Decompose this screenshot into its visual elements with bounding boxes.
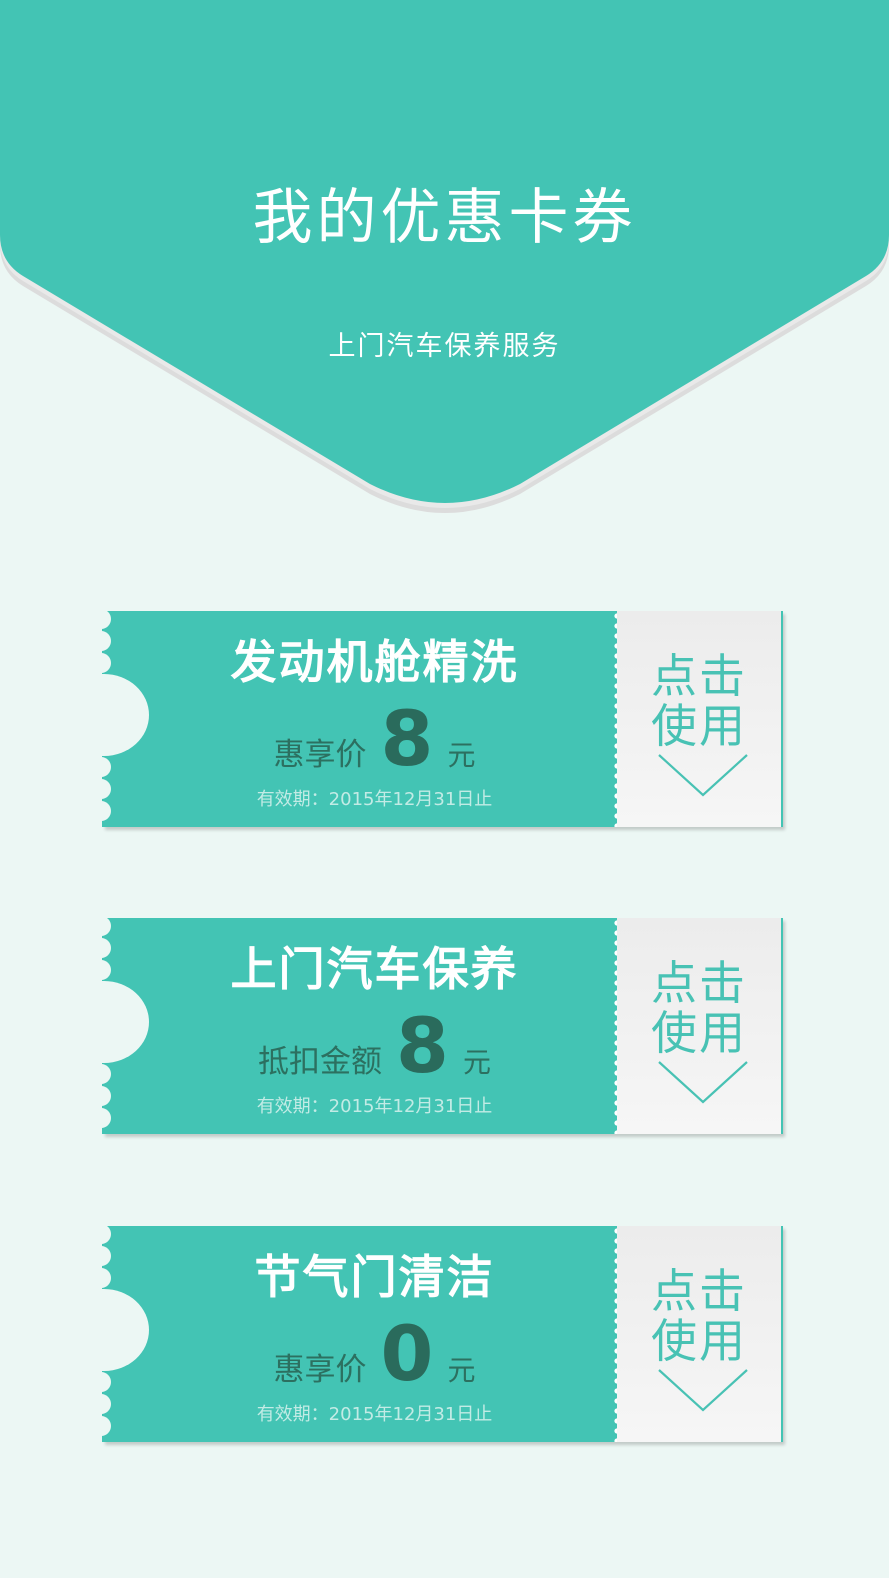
- ticket-notch: [102, 779, 111, 799]
- ticket-notch: [102, 1394, 111, 1414]
- ticket-notch: [102, 960, 111, 980]
- price-label: 惠享价: [273, 1352, 367, 1388]
- use-button-label: 点击使用: [651, 649, 747, 753]
- chevron-down-icon: [658, 1369, 748, 1412]
- use-coupon-button[interactable]: 点击使用: [617, 611, 783, 827]
- coupon-card: 上门汽车保养 抵扣金额 8 元 有效期：2015年12月31日止 点击使用: [102, 918, 783, 1134]
- ticket-notch: [102, 1268, 111, 1288]
- price-value: 8: [380, 694, 434, 783]
- use-button-label: 点击使用: [651, 1264, 747, 1368]
- ticket-notch: [102, 1108, 111, 1128]
- expiry-text: 有效期：2015年12月31日止: [256, 1404, 493, 1425]
- ticket-notch: [102, 757, 111, 777]
- coupon-ticket: 发动机舱精洗 惠享价 8 元 有效期：2015年12月31日止: [102, 611, 617, 827]
- price-value: 8: [396, 1001, 449, 1090]
- use-coupon-button[interactable]: 点击使用: [617, 1226, 783, 1442]
- header-banner: 我的优惠卡券 上门汽车保养服务: [0, 0, 889, 520]
- ticket-notch: [102, 611, 111, 629]
- price-unit: 元: [447, 739, 476, 772]
- perforation: [610, 1226, 617, 1442]
- coupon-ticket: 节气门清洁 惠享价 0 元 有效期：2015年12月31日止: [102, 1226, 617, 1442]
- use-button-label: 点击使用: [651, 956, 747, 1060]
- ticket-notch: [102, 1372, 111, 1392]
- perforation: [610, 611, 617, 827]
- coupon-card: 节气门清洁 惠享价 0 元 有效期：2015年12月31日止 点击使用: [102, 1226, 783, 1442]
- use-coupon-button[interactable]: 点击使用: [617, 918, 783, 1134]
- coupon-title: 上门汽车保养: [230, 942, 519, 996]
- expiry-text: 有效期：2015年12月31日止: [256, 1096, 493, 1117]
- price-row: 惠享价 0 元: [102, 1316, 617, 1392]
- coupon-ticket: 上门汽车保养 抵扣金额 8 元 有效期：2015年12月31日止: [102, 918, 617, 1134]
- ticket-notch: [102, 1064, 111, 1084]
- perforation: [610, 918, 617, 1134]
- price-label: 抵扣金额: [258, 1044, 383, 1080]
- coupon-card: 发动机舱精洗 惠享价 8 元 有效期：2015年12月31日止 点击使用: [102, 611, 783, 827]
- price-row: 惠享价 8 元: [102, 701, 617, 777]
- page-title: 我的优惠卡券: [252, 183, 637, 253]
- header-shape: [0, 0, 889, 513]
- price-unit: 元: [447, 1354, 476, 1387]
- price-value: 0: [380, 1309, 434, 1398]
- ticket-notch: [102, 918, 111, 936]
- expiry-text: 有效期：2015年12月31日止: [256, 789, 493, 810]
- coupon-title: 节气门清洁: [254, 1250, 495, 1304]
- price-label: 惠享价: [273, 737, 367, 773]
- price-row: 抵扣金额 8 元: [102, 1008, 617, 1084]
- ticket-notch: [102, 1226, 111, 1244]
- chevron-down-icon: [658, 1061, 748, 1104]
- price-unit: 元: [462, 1046, 491, 1079]
- page-subtitle: 上门汽车保养服务: [328, 331, 561, 362]
- ticket-notch: [102, 1086, 111, 1106]
- ticket-notch: [102, 653, 111, 673]
- ticket-notch: [102, 1246, 111, 1266]
- ticket-notch: [102, 1416, 111, 1436]
- ticket-notch: [102, 631, 111, 651]
- ticket-notch: [102, 938, 111, 958]
- coupon-title: 发动机舱精洗: [230, 635, 519, 689]
- ticket-notch: [102, 801, 111, 821]
- chevron-down-icon: [658, 754, 748, 797]
